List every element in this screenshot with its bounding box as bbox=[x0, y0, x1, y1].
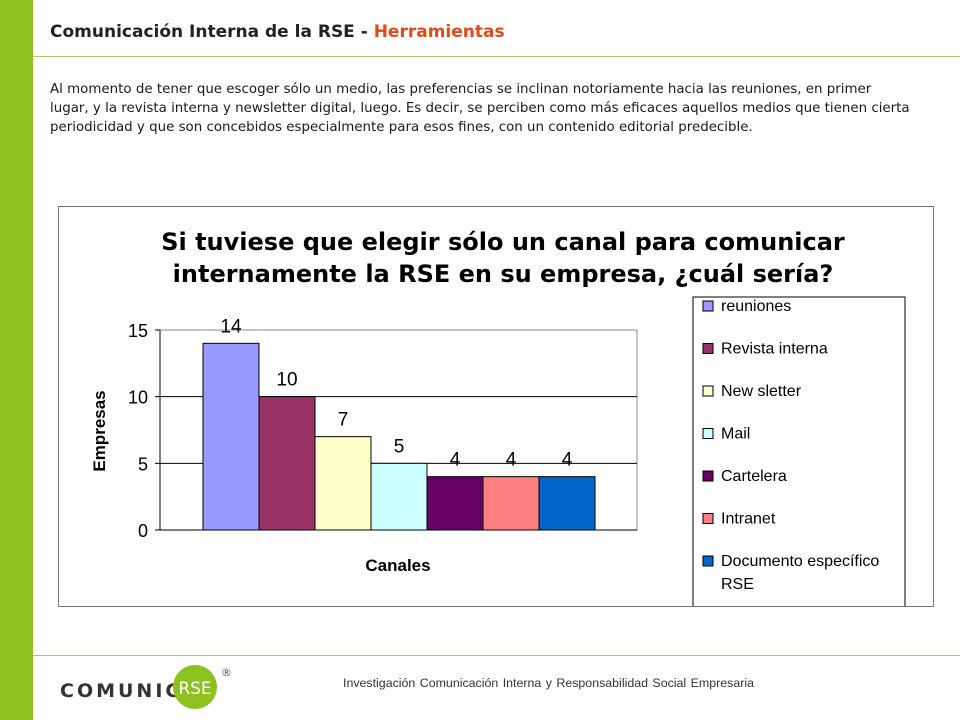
chart-frame: Si tuviese que elegir sólo un canal para… bbox=[58, 206, 934, 607]
logo-badge-text: RSE bbox=[178, 679, 211, 699]
legend-swatch bbox=[702, 513, 714, 524]
page-title-highlight: Herramientas bbox=[373, 22, 505, 42]
bar-1 bbox=[202, 342, 260, 531]
left-accent-bar bbox=[0, 0, 33, 720]
legend-swatch bbox=[702, 555, 714, 567]
y-tick-label: 15 bbox=[128, 321, 148, 341]
y-tick-label: 0 bbox=[138, 521, 148, 541]
logo-badge-circle bbox=[173, 665, 217, 709]
intro-paragraph: Al momento de tener que escoger sólo un … bbox=[50, 82, 910, 135]
data-label: 4 bbox=[562, 450, 573, 471]
bar-chart: Si tuviese que elegir sólo un canal para… bbox=[90, 228, 906, 606]
x-axis-label: Canales bbox=[365, 556, 430, 575]
logo-wordmark: COMUNICA bbox=[60, 680, 200, 702]
data-label: 14 bbox=[220, 316, 242, 337]
chart-title-line2: internamente la RSE en su empresa, ¿cuál… bbox=[173, 260, 834, 288]
data-labels: 14 10 7 5 4 4 4 bbox=[220, 316, 572, 470]
legend-label: Revista interna bbox=[721, 341, 828, 358]
legend-label: New sletter bbox=[721, 383, 802, 400]
bar-6 bbox=[482, 476, 540, 531]
y-axis-label: Empresas bbox=[90, 390, 109, 471]
footer-divider bbox=[33, 655, 960, 656]
data-label: 4 bbox=[450, 450, 461, 471]
bar-3 bbox=[314, 436, 372, 531]
legend-box bbox=[692, 296, 906, 606]
legend-label: Mail bbox=[721, 426, 750, 443]
legend-label: Intranet bbox=[721, 511, 776, 528]
bar-2 bbox=[258, 396, 316, 531]
y-tick-label: 5 bbox=[138, 454, 148, 474]
page-title: Comunicación Interna de la RSE - Herrami… bbox=[50, 22, 505, 42]
logo-registered-mark: ® bbox=[221, 666, 232, 679]
legend-label: reuniones bbox=[721, 298, 791, 315]
bar-4 bbox=[370, 462, 428, 531]
bar-7 bbox=[538, 476, 596, 531]
bar-5 bbox=[426, 476, 484, 531]
legend-label: Cartelera bbox=[721, 468, 787, 485]
data-label: 7 bbox=[338, 410, 349, 431]
legend: reuniones Revista interna New sletter Mail C… bbox=[702, 298, 879, 593]
legend-swatch bbox=[702, 385, 714, 397]
data-label: 10 bbox=[276, 370, 297, 391]
legend-swatch bbox=[702, 428, 714, 439]
y-tick-label: 10 bbox=[128, 388, 148, 408]
data-label: 4 bbox=[506, 450, 517, 471]
legend-swatch bbox=[702, 300, 714, 312]
page-title-main: Comunicación Interna de la RSE - bbox=[50, 22, 374, 42]
footer-caption: Investigación Comunicación Interna y Res… bbox=[343, 676, 754, 690]
header-divider bbox=[33, 56, 960, 57]
data-label: 5 bbox=[394, 436, 405, 457]
chart-title-line1: Si tuviese que elegir sólo un canal para… bbox=[161, 228, 845, 256]
comunica-rse-logo: COMUNICA RSE ® bbox=[60, 665, 232, 709]
legend-label: Documento específico RSE bbox=[721, 553, 879, 593]
legend-swatch bbox=[702, 470, 714, 482]
bars bbox=[202, 342, 596, 531]
legend-swatch bbox=[702, 343, 714, 354]
